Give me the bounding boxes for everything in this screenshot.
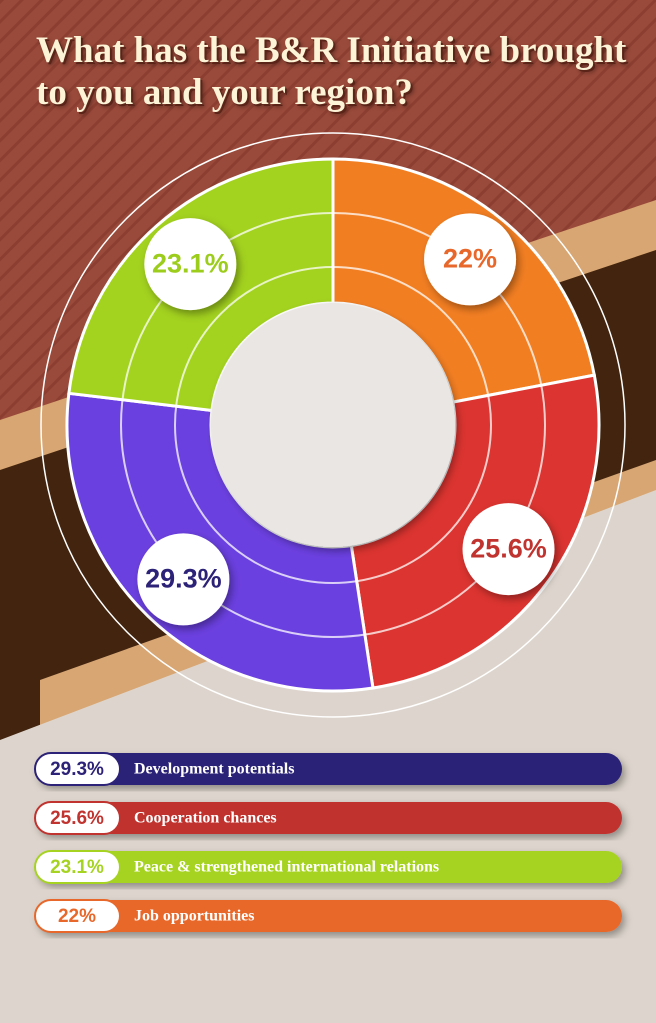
legend-value: 22% xyxy=(58,906,96,927)
legend-value-pill xyxy=(34,899,121,933)
value-label: 29.3% xyxy=(145,564,222,594)
legend-value-pill xyxy=(34,752,121,786)
value-label: 25.6% xyxy=(470,533,547,563)
legend-label: Peace & strengthened international relat… xyxy=(134,859,439,876)
label-badge xyxy=(462,503,555,596)
chart-title: What has the B&R Initiative brought to y… xyxy=(36,30,627,113)
outer-ring xyxy=(40,132,626,718)
ring-line xyxy=(174,266,492,584)
legend-value-pill xyxy=(34,850,121,884)
legend-bar xyxy=(35,753,622,785)
label-badge xyxy=(137,533,230,626)
donut-hole xyxy=(211,303,455,547)
value-label: 23.1% xyxy=(152,248,229,278)
legend-value: 29.3% xyxy=(50,759,104,780)
legend-value-pill xyxy=(34,801,121,835)
label-badge xyxy=(144,218,237,311)
legend-label: Cooperation chances xyxy=(134,810,277,827)
legend-bar xyxy=(35,900,622,932)
ring-line xyxy=(120,212,546,638)
legend-label: Development potentials xyxy=(134,761,294,778)
label-badge xyxy=(424,213,517,306)
legend-bar xyxy=(35,802,622,834)
legend-value: 25.6% xyxy=(50,808,104,829)
legend-label: Job opportunities xyxy=(134,908,254,925)
legend-value: 23.1% xyxy=(50,857,104,878)
value-label: 22% xyxy=(443,243,497,273)
legend-bar xyxy=(35,851,622,883)
